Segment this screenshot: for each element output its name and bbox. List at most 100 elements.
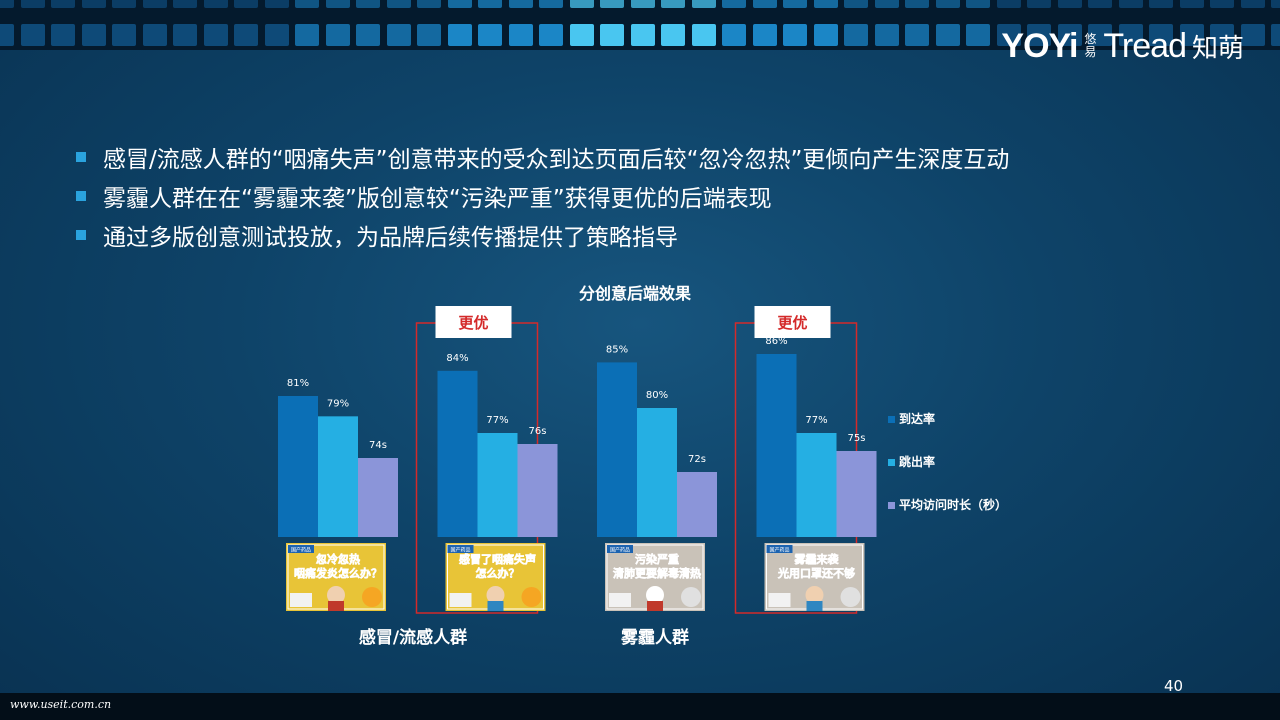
bottom-bar [0,693,1280,720]
decorative-tile [0,24,14,46]
decorative-tile [81,0,106,8]
decorative-tile [1240,24,1265,46]
creative-tag [288,545,314,553]
decorative-tile [996,0,1021,8]
decorative-tile [173,0,197,8]
decorative-tile [661,24,685,46]
bullet-list: 感冒/流感人群的“咽痛失声”创意带来的受众到达页面后较“忽冷忽热”更倾向产生深度… [76,137,1009,254]
bullet-square-icon [76,190,86,201]
creative-product-box [290,593,312,607]
data-label: 77% [486,415,508,426]
legend-swatch [888,502,895,509]
decorative-tile [996,24,1021,46]
decorative-tile [722,0,746,8]
creative-tag-label: 国产药品 [291,547,311,554]
decorative-tile [1057,24,1082,46]
decorative-tile [508,24,533,46]
legend-label: 跳出率 [899,454,935,469]
bullet-item: 通过多版创意测试投放，为品牌后续传播提供了策略指导 [76,215,1009,254]
decorative-tile [264,24,289,46]
creative-caption: 忽冷忽热 [316,552,360,566]
bar-duration [836,451,877,537]
creative-caption: 咽痛发炎怎么办？ [294,566,382,580]
decorative-tile [874,0,899,8]
decorative-tile [20,24,45,46]
creative-product-box [449,593,472,607]
bullet-square-icon [76,229,86,240]
creative-caption: 雾霾来袭 [794,552,840,566]
brand-logo: YOYi 悠易 Tread 知萌 [1001,22,1244,70]
bullet-item: 感冒/流感人群的“咽痛失声”创意带来的受众到达页面后较“忽冷忽热”更倾向产生深度… [76,137,1009,176]
decorative-tile [1088,24,1112,46]
bar-bounce [477,433,518,537]
decorative-tile [569,0,594,8]
decorative-tile [905,0,929,8]
creative-figure-body [328,601,344,611]
creative-figure-head [646,586,664,604]
bar-arrival [597,362,637,537]
decorative-tile [51,0,75,8]
decorative-tile [691,0,716,8]
decorative-tile [478,24,502,46]
creative-figure-body [487,601,504,611]
decorative-tile [417,0,441,8]
decorative-tile [844,24,868,46]
decorative-tile [874,24,899,46]
logo-tread-cn: 知萌 [1191,33,1244,64]
bar-bounce [637,408,677,537]
creative-caption: 感冒了咽痛失声 [459,552,536,566]
decorative-tile [1027,24,1051,46]
decorative-tile [112,0,136,8]
decorative-tile [112,24,136,46]
bullet-text: 感冒/流感人群的“咽痛失声”创意带来的受众到达页面后较“忽冷忽热”更倾向产生深度… [103,146,1010,173]
group-label: 雾霾人群 [620,627,689,648]
decorative-tile [1271,0,1280,8]
highlight-badge-label: 更优 [458,314,488,332]
bar-duration [517,444,558,537]
decorative-tile [691,24,716,46]
decorative-tile [1057,0,1082,8]
decorative-tile [1271,24,1280,46]
decorative-tile [203,0,228,8]
bullet-item: 雾霾人群在在“雾霾来袭”版创意较“污染严重”获得更优的后端表现 [76,176,1009,215]
data-label: 72s [688,454,706,465]
bullet-text: 通过多版创意测试投放，为品牌后续传播提供了策略指导 [103,224,678,251]
decorative-tile [356,0,380,8]
bar-bounce [318,416,358,537]
decorative-tile [447,24,472,46]
legend-label: 到达率 [899,411,935,426]
decorative-tile [295,24,319,46]
decorative-tile [783,24,807,46]
watermark: www.useit.com.cn [10,698,112,711]
decorative-tile [1210,0,1234,8]
data-label: 81% [287,378,309,389]
decorative-tile [447,0,472,8]
bar-duration [358,458,398,537]
data-label: 79% [327,398,349,409]
decorative-tile [0,0,14,8]
decorative-tile-strip [0,0,1280,50]
bullet-text: 雾霾人群在在“雾霾来袭”版创意较“污染严重”获得更优的后端表现 [103,185,772,212]
creative-ornament [681,587,701,607]
decorative-tile [630,24,655,46]
decorative-tile [630,0,655,8]
decorative-tile [752,24,777,46]
logo-tread: Tread [1103,26,1187,65]
creative-ornament [362,587,382,607]
decorative-tile [935,24,960,46]
creative-figure-head [327,586,345,604]
decorative-tile [600,24,624,46]
decorative-tile [569,24,594,46]
decorative-tile [1149,24,1173,46]
decorative-tile [1240,0,1265,8]
decorative-tile [905,24,929,46]
decorative-tile [813,24,838,46]
decorative-tile [173,24,197,46]
creative-product-box [768,593,791,607]
bar-arrival [278,396,318,537]
data-label: 77% [805,415,827,426]
decorative-tile [20,0,45,8]
creative-caption: 清肺更要解毒清热 [613,566,701,580]
creative-figure-body [647,601,663,611]
